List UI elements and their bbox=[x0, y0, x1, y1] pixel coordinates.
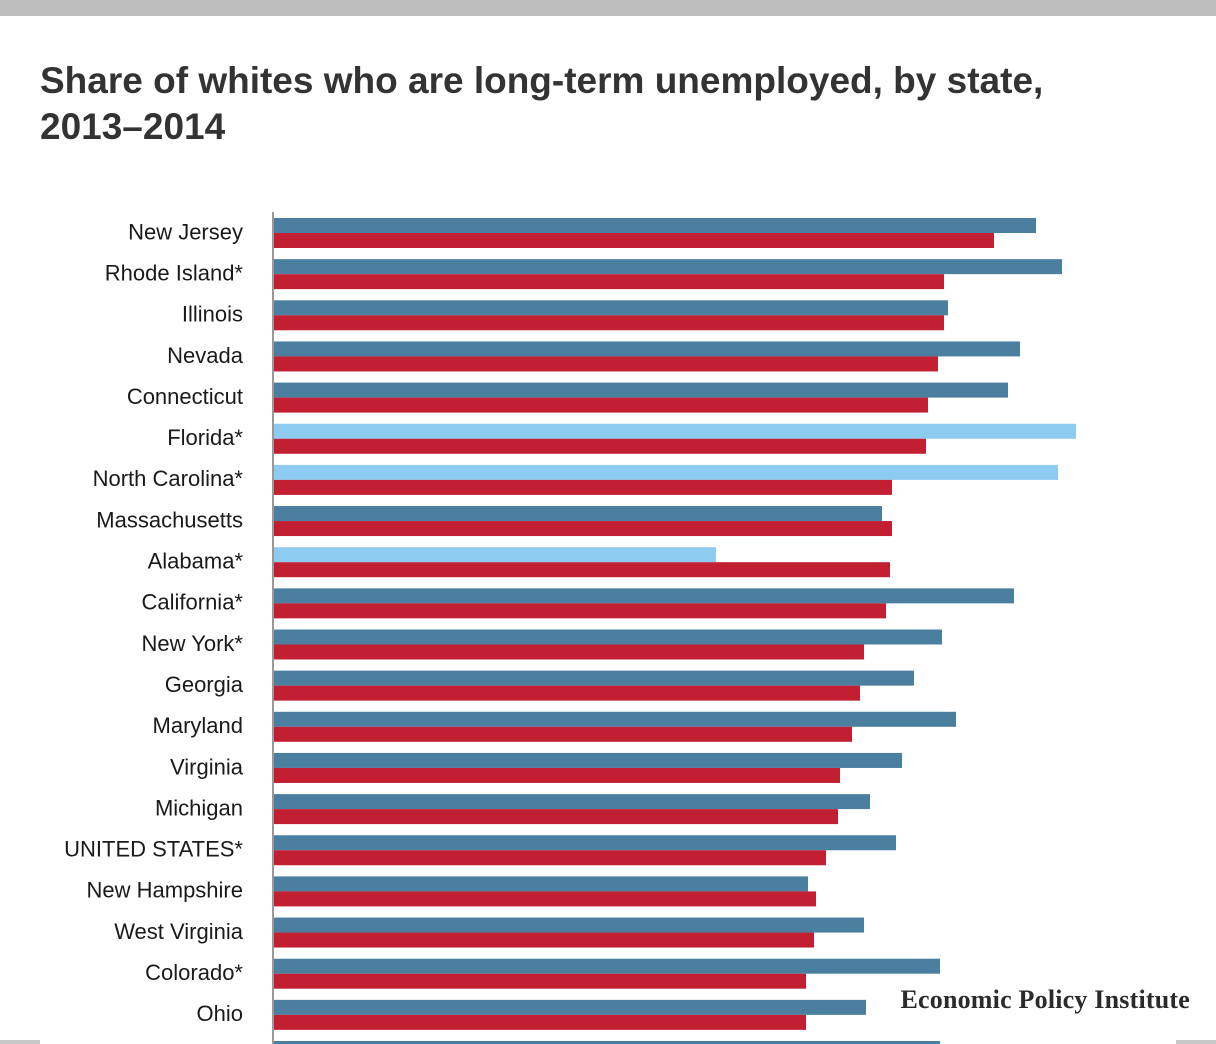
scroll-corner-left bbox=[0, 1040, 40, 1044]
bar-series1-ohio bbox=[274, 999, 866, 1015]
bar-series1-new-jersey bbox=[274, 218, 1036, 233]
bar-series2-united-states bbox=[274, 850, 826, 866]
bar-series1-new-hampshire bbox=[274, 876, 808, 892]
category-label-michigan: Michigan bbox=[155, 795, 243, 820]
bar-series2-new-hampshire bbox=[274, 891, 816, 907]
bar-series2-colorado bbox=[274, 973, 806, 989]
scroll-corner-right bbox=[1176, 1040, 1216, 1044]
category-label-rhode-island: Rhode Island* bbox=[105, 260, 244, 285]
category-label-nevada: Nevada bbox=[167, 343, 244, 368]
bar-series1-california bbox=[274, 588, 1014, 604]
category-label-virginia: Virginia bbox=[170, 754, 244, 779]
bar-series1-florida bbox=[274, 423, 1076, 439]
category-label-west-virginia: West Virginia bbox=[114, 919, 244, 944]
bar-series1-nevada bbox=[274, 341, 1020, 357]
bar-series2-alabama bbox=[274, 562, 890, 578]
bar-series1-rhode-island bbox=[274, 259, 1062, 275]
category-label-illinois: Illinois bbox=[182, 302, 243, 327]
category-label-florida: Florida* bbox=[167, 425, 243, 450]
bars-group bbox=[274, 218, 1076, 1044]
category-label-georgia: Georgia bbox=[165, 672, 244, 697]
category-label-colorado: Colorado* bbox=[145, 960, 243, 985]
bar-series1-pennsylvania bbox=[274, 1041, 940, 1044]
category-label-united-states: UNITED STATES* bbox=[64, 837, 243, 862]
category-label-pennsylvania: Pennsylvania* bbox=[104, 1042, 244, 1044]
bar-series1-new-york bbox=[274, 629, 942, 645]
bar-series1-michigan bbox=[274, 794, 870, 810]
bar-series2-virginia bbox=[274, 767, 840, 783]
bar-series2-maryland bbox=[274, 726, 852, 742]
category-label-maryland: Maryland bbox=[153, 713, 243, 738]
bar-series2-new-jersey bbox=[274, 233, 994, 248]
category-label-new-york: New York* bbox=[141, 631, 243, 656]
bar-series1-alabama bbox=[274, 547, 716, 563]
bar-series1-maryland bbox=[274, 711, 956, 727]
bar-series2-florida bbox=[274, 438, 926, 454]
category-label-california: California* bbox=[142, 590, 244, 615]
bar-series2-massachusetts bbox=[274, 521, 892, 537]
bar-series2-north-carolina bbox=[274, 479, 892, 495]
category-label-massachusetts: Massachusetts bbox=[96, 507, 243, 532]
bar-series1-virginia bbox=[274, 752, 902, 768]
bar-series2-nevada bbox=[274, 356, 938, 372]
bar-series1-united-states bbox=[274, 835, 896, 851]
bar-series1-north-carolina bbox=[274, 464, 1058, 480]
bar-series2-ohio bbox=[274, 1014, 806, 1030]
bar-series1-illinois bbox=[274, 300, 948, 316]
bar-series1-colorado bbox=[274, 958, 940, 974]
bar-series2-west-virginia bbox=[274, 932, 814, 948]
bar-series2-rhode-island bbox=[274, 274, 944, 290]
bar-series1-connecticut bbox=[274, 382, 1008, 398]
category-labels-group: New Jersey Rhode Island* Illinois Nevada Con… bbox=[64, 219, 244, 1044]
bar-series2-connecticut bbox=[274, 397, 928, 413]
chart-title: Share of whites who are long-term unempl… bbox=[40, 60, 1044, 147]
bar-series2-michigan bbox=[274, 809, 838, 825]
category-label-alabama: Alabama* bbox=[148, 549, 244, 574]
bar-series1-georgia bbox=[274, 670, 914, 686]
bar-series2-california bbox=[274, 603, 886, 619]
category-label-new-hampshire: New Hampshire bbox=[87, 878, 244, 903]
top-border-bar bbox=[0, 0, 1216, 16]
category-label-north-carolina: North Carolina* bbox=[93, 466, 244, 491]
bar-series1-west-virginia bbox=[274, 917, 864, 933]
category-label-ohio: Ohio bbox=[197, 1001, 243, 1026]
category-label-connecticut: Connecticut bbox=[127, 384, 243, 409]
bar-series2-new-york bbox=[274, 644, 864, 660]
bar-series2-illinois bbox=[274, 315, 944, 331]
category-label-new-jersey: New Jersey bbox=[128, 219, 243, 244]
bar-series2-georgia bbox=[274, 685, 860, 701]
source-credit: Economic Policy Institute bbox=[896, 985, 1194, 1015]
bar-series1-massachusetts bbox=[274, 506, 882, 522]
